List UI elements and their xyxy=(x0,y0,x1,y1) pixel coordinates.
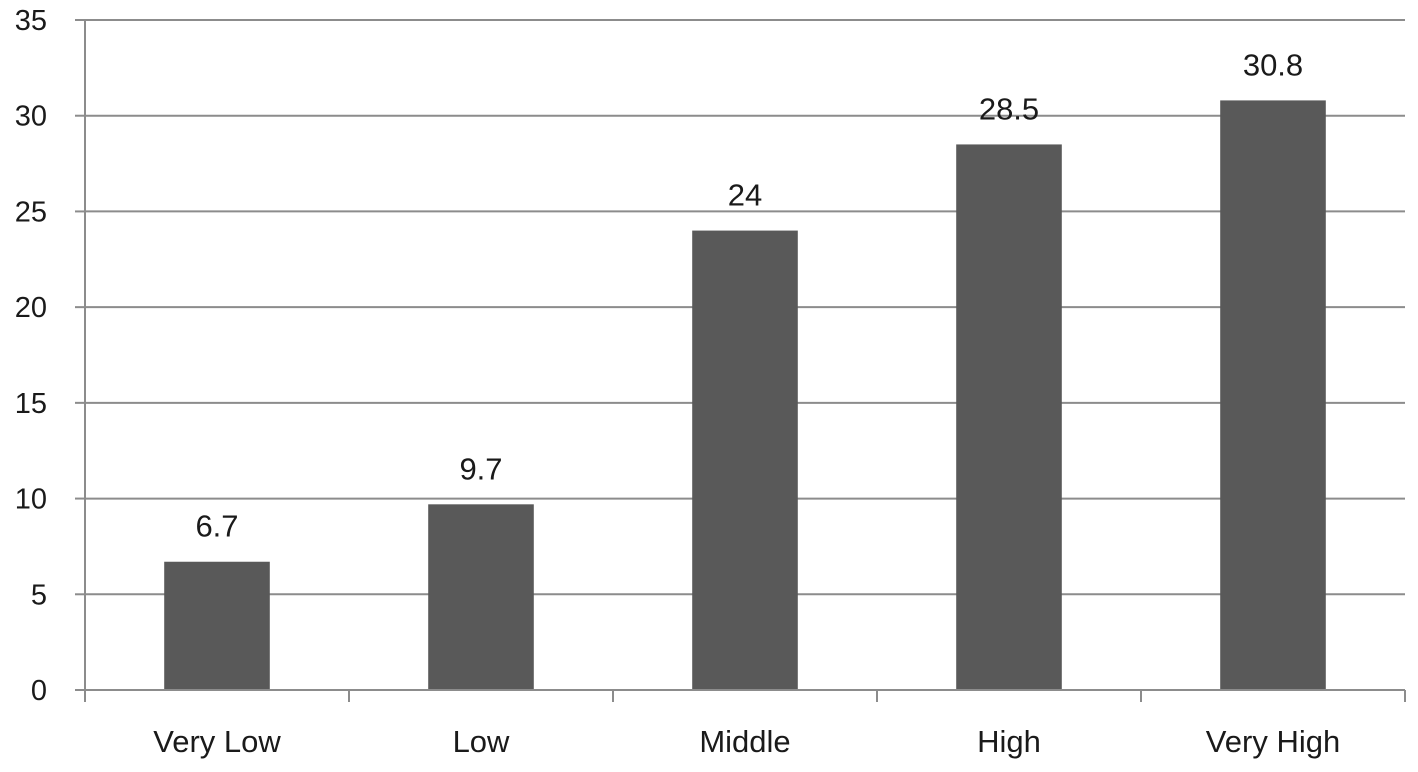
y-tick-label: 5 xyxy=(31,579,47,611)
bar xyxy=(428,504,534,690)
x-tick-label: High xyxy=(977,724,1041,759)
bar xyxy=(1220,100,1326,690)
labels: 0 5 10 15 20 25 30 35 6.7 Very Low 9.7 Low 24 Middle 2… xyxy=(15,5,1340,759)
y-tick-label: 30 xyxy=(15,101,47,133)
bar xyxy=(164,561,270,690)
y-tick-label: 35 xyxy=(15,5,47,37)
x-tick-label: Very High xyxy=(1206,724,1340,759)
x-tick-label: Low xyxy=(453,724,510,759)
y-tick-label: 0 xyxy=(31,675,47,707)
y-tick-label: 15 xyxy=(15,388,47,420)
bar xyxy=(692,230,798,691)
y-tick-label: 10 xyxy=(15,484,47,516)
data-label: 24 xyxy=(728,178,762,213)
bars xyxy=(164,100,1326,691)
data-label: 6.7 xyxy=(195,509,238,544)
y-tick-label: 20 xyxy=(15,292,47,324)
y-tick-label: 25 xyxy=(15,196,47,228)
axes xyxy=(75,19,1406,702)
bar xyxy=(956,144,1062,690)
x-tick-label: Very Low xyxy=(153,724,281,759)
data-label: 28.5 xyxy=(979,91,1039,126)
data-label: 30.8 xyxy=(1243,47,1303,82)
x-tick-label: Middle xyxy=(699,724,790,759)
data-label: 9.7 xyxy=(459,451,502,486)
